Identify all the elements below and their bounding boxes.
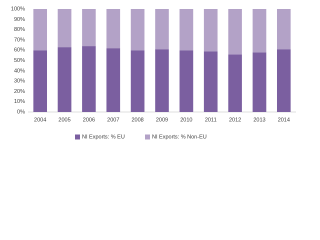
x-tick-label: 2012 <box>229 117 241 123</box>
bar-segment <box>57 9 72 48</box>
x-tick-label: 2006 <box>83 117 95 123</box>
x-tick-label: 2007 <box>107 117 119 123</box>
y-tick-label: 0% <box>17 109 25 115</box>
y-tick-label: 70% <box>14 37 25 43</box>
bar-segment <box>179 50 194 112</box>
bar-segment <box>130 50 145 112</box>
x-tick-label: 2005 <box>58 117 70 123</box>
y-tick-label: 10% <box>14 99 25 105</box>
bar-segment <box>82 9 96 47</box>
y-tick-label: 30% <box>14 79 25 85</box>
y-tick-label: 50% <box>14 58 25 64</box>
x-tick-label: 2009 <box>156 117 168 123</box>
bar-segment <box>130 9 145 51</box>
bar-segment <box>228 54 242 112</box>
y-tick-label: 40% <box>14 68 25 74</box>
legend-label: NI Exports: % EU <box>82 134 125 140</box>
x-tick-label: 2008 <box>132 117 144 123</box>
bar-segment <box>57 47 72 112</box>
bar-segment <box>155 49 169 112</box>
bar-segment <box>82 46 96 112</box>
bar-segment <box>33 50 48 112</box>
bar-segment <box>106 9 121 49</box>
y-tick-label: 90% <box>14 17 25 23</box>
bar-segment <box>106 48 121 112</box>
bar-segment <box>252 9 267 53</box>
legend-label: NI Exports: % Non-EU <box>152 134 207 140</box>
x-tick-label: 2014 <box>278 117 290 123</box>
chart: 0% 10% 20% 30% 40% 50% 60% 70% 80% 90% 100% 2004 200… <box>11 6 296 140</box>
bar-segment <box>33 9 48 51</box>
y-tick-label: 60% <box>14 48 25 54</box>
bar-segment <box>276 9 291 50</box>
y-tick-label: 80% <box>14 27 25 33</box>
bar-segment <box>203 51 218 112</box>
bar-segment <box>252 52 267 112</box>
bar-segment <box>203 9 218 52</box>
bar-segment <box>179 9 194 51</box>
legend-swatch <box>75 134 80 140</box>
y-tick-label: 20% <box>14 89 25 95</box>
bar-segment <box>228 9 242 55</box>
x-tick-label: 2011 <box>205 117 217 123</box>
x-tick-label: 2013 <box>253 117 265 123</box>
bar-segment <box>155 9 169 50</box>
x-tick-label: 2004 <box>34 117 46 123</box>
y-tick-label: 100% <box>11 6 25 12</box>
x-tick-label: 2010 <box>180 117 192 123</box>
bar-segment <box>276 49 291 112</box>
legend-swatch <box>145 134 150 140</box>
